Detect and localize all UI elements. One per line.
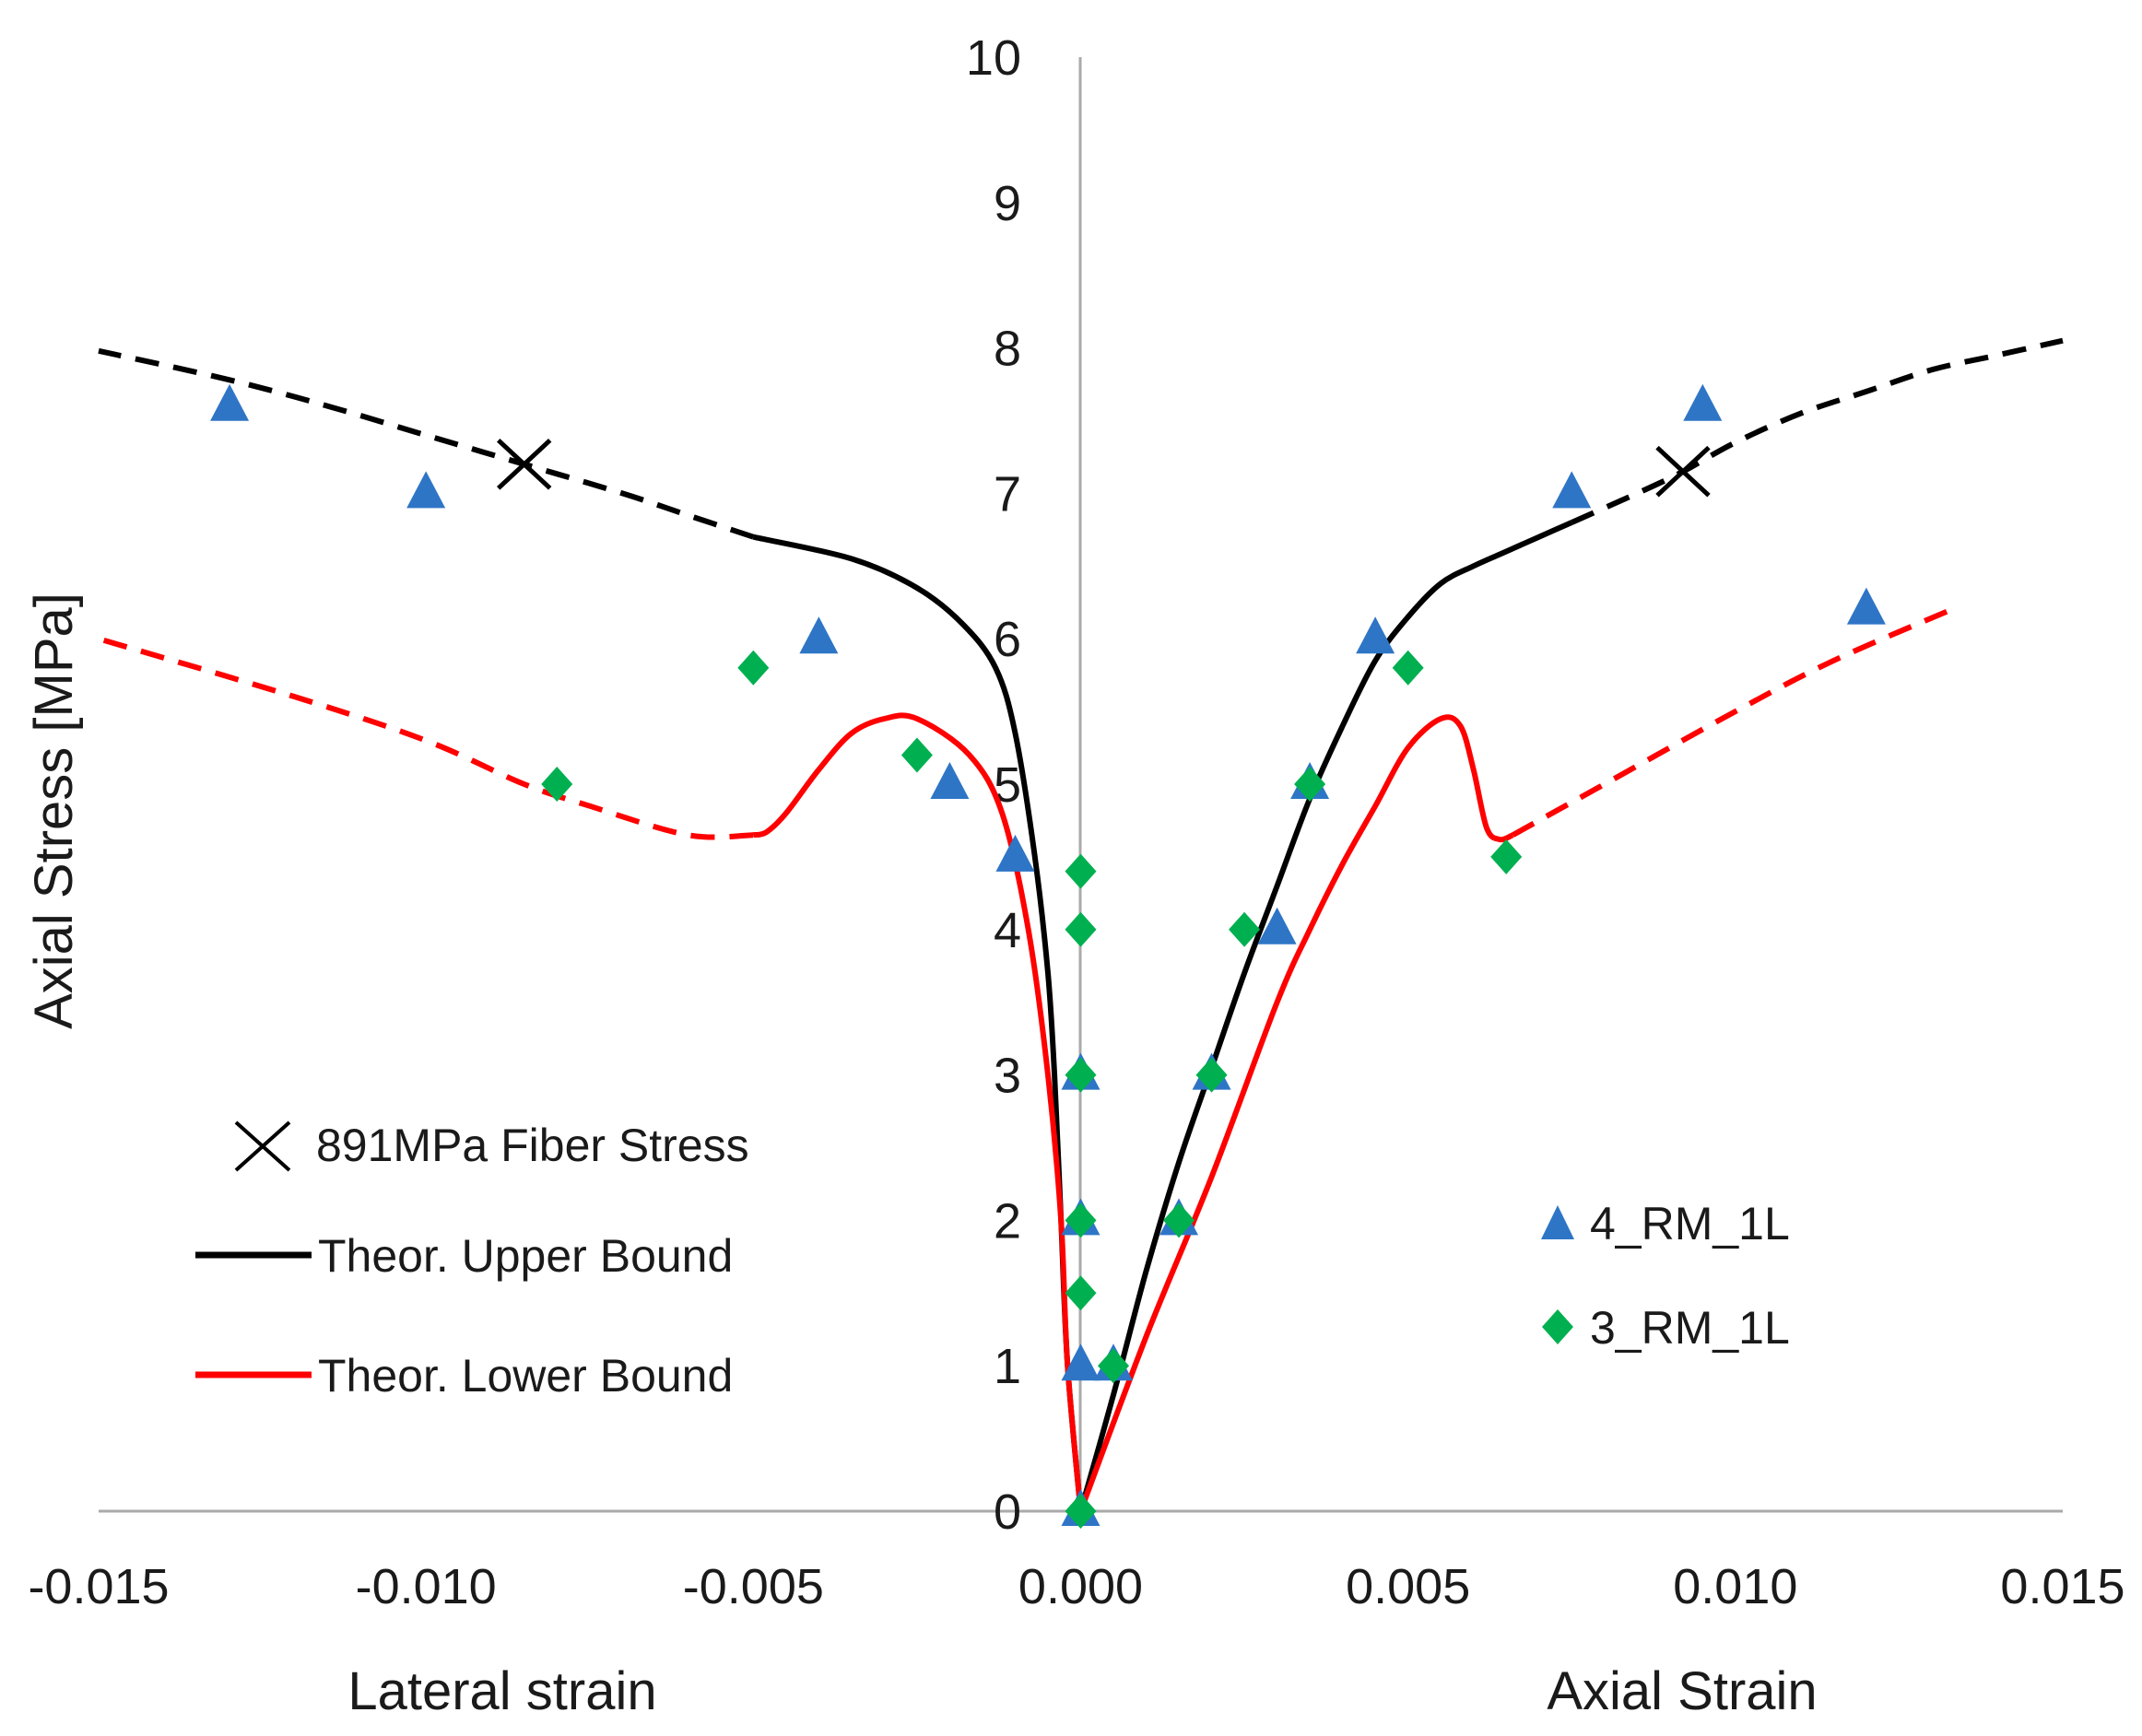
legend-label-lower-bound: Theor. Lower Bound xyxy=(318,1350,733,1402)
y-tick-label: 1 xyxy=(994,1339,1021,1394)
x-tick-label: 0.005 xyxy=(1346,1559,1470,1614)
theor-upper-bound-dashed-left xyxy=(98,347,755,540)
curves xyxy=(98,337,2064,1513)
x-tick-labels: -0.015 -0.010 -0.005 0.000 0.005 0.010 0.015 xyxy=(28,1559,2124,1614)
diamond-marker xyxy=(1163,1202,1195,1238)
diamond-marker xyxy=(1392,650,1424,686)
legend-label-4-rm-1l: 4_RM_1L xyxy=(1590,1198,1790,1249)
theor-upper-bound-solid-left xyxy=(752,534,1084,1512)
x-tick-label: -0.015 xyxy=(28,1559,169,1614)
legend-label-3-rm-1l: 3_RM_1L xyxy=(1590,1302,1790,1354)
theor-lower-bound-dashed-right xyxy=(1511,606,1953,838)
triangle-marker xyxy=(1552,471,1592,509)
x-axis-title-axial: Axial Strain xyxy=(1547,1661,1817,1721)
y-tick-label: 0 xyxy=(994,1484,1021,1540)
diamond-marker xyxy=(1229,911,1261,947)
y-axis-title: Axial Stress [MPa] xyxy=(24,592,84,1029)
triangle-marker xyxy=(210,383,250,421)
x-tick-label: 0.015 xyxy=(2000,1559,2124,1614)
legend-cross-icon xyxy=(234,1120,291,1172)
y-tick-label: 6 xyxy=(994,612,1021,667)
legend-triangle-icon xyxy=(1541,1205,1574,1239)
x-axis-title-lateral: Lateral strain xyxy=(347,1661,656,1721)
diamond-marker xyxy=(1065,1275,1097,1311)
y-tick-label: 7 xyxy=(994,466,1021,522)
diamond-marker xyxy=(1065,853,1097,889)
legend-label-fiber-stress: 891MPa Fiber Stress xyxy=(316,1120,749,1171)
triangle-marker xyxy=(995,834,1035,872)
triangle-marker xyxy=(1257,907,1297,944)
diamond-marker xyxy=(1065,1494,1097,1529)
theor-upper-bound-dashed-right xyxy=(1571,337,2064,525)
triangle-marker xyxy=(1846,587,1886,625)
theor-lower-bound-solid-right xyxy=(1077,714,1514,1513)
x-tick-label: 0.000 xyxy=(1018,1559,1143,1614)
y-tick-label: 2 xyxy=(994,1193,1021,1249)
theor-upper-bound-solid-right xyxy=(1077,520,1573,1512)
legend-left: 891MPa Fiber Stress Theor. Upper Bound T… xyxy=(195,1120,749,1402)
cross-marker xyxy=(497,439,552,490)
diamond-marker xyxy=(1195,1057,1228,1093)
legend-label-upper-bound: Theor. Upper Bound xyxy=(318,1230,733,1282)
cross-marker xyxy=(1655,445,1711,498)
diamond-marker xyxy=(1065,1057,1097,1093)
diamond-marker xyxy=(1098,1348,1130,1384)
theor-lower-bound-dashed-left xyxy=(98,636,754,840)
y-tick-label: 10 xyxy=(966,30,1021,86)
diamond-marker xyxy=(1490,839,1523,874)
triangle-marker xyxy=(406,471,446,509)
diamond-marker xyxy=(1294,767,1326,802)
x-tick-label: -0.010 xyxy=(356,1559,497,1614)
legend-right: 4_RM_1L 3_RM_1L xyxy=(1541,1198,1790,1354)
diamond-marker xyxy=(737,650,770,686)
x-tick-label: -0.005 xyxy=(683,1559,824,1614)
triangle-marker xyxy=(1683,383,1723,421)
diamond-marker xyxy=(541,767,573,802)
diamond-marker xyxy=(900,737,933,773)
y-tick-label: 3 xyxy=(994,1049,1021,1104)
y-tick-label: 9 xyxy=(994,176,1021,231)
x-tick-label: 0.010 xyxy=(1673,1559,1797,1614)
y-tick-label: 4 xyxy=(994,903,1021,958)
diamond-marker xyxy=(1065,911,1097,947)
markers xyxy=(210,383,1886,1529)
triangle-marker xyxy=(1356,616,1395,654)
y-tick-label: 8 xyxy=(994,322,1021,377)
diamond-marker xyxy=(1065,1202,1097,1238)
triangle-marker xyxy=(1061,1343,1100,1381)
triangle-marker xyxy=(930,762,970,799)
theor-lower-bound-solid-left xyxy=(752,712,1084,1512)
triangle-marker xyxy=(799,616,839,654)
legend-diamond-icon xyxy=(1542,1309,1573,1344)
